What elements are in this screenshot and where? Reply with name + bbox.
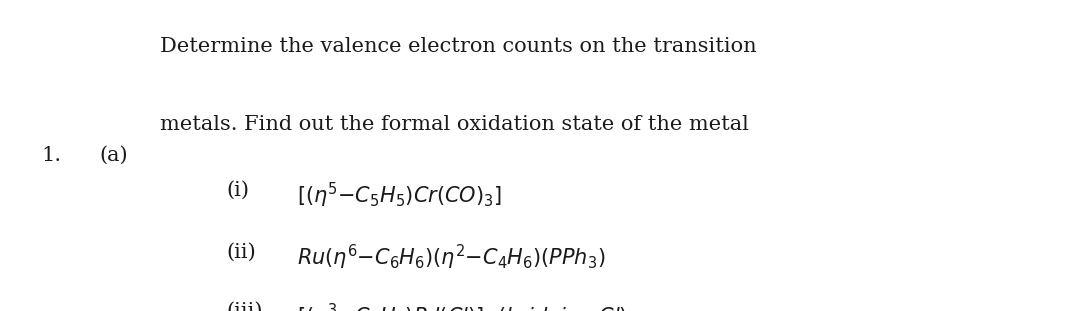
Text: metals. Find out the formal oxidation state of the metal: metals. Find out the formal oxidation st… xyxy=(160,115,748,134)
Text: (i): (i) xyxy=(227,180,249,199)
Text: (a): (a) xyxy=(99,146,129,165)
Text: 1.: 1. xyxy=(41,146,62,165)
Text: Determine the valence electron counts on the transition: Determine the valence electron counts on… xyxy=(160,37,756,56)
Text: (ii): (ii) xyxy=(227,243,257,262)
Text: $Ru(\eta^{6}{-}C_{6}H_{6})(\eta^{2}{-}C_{4}H_{6})(PPh_{3})$: $Ru(\eta^{6}{-}C_{6}H_{6})(\eta^{2}{-}C_… xyxy=(297,243,606,272)
Text: $[(\eta^{3}{-}C_{3}H_{3})Pd(Cl)]_{2}\,(bridging\ Cl)$: $[(\eta^{3}{-}C_{3}H_{3})Pd(Cl)]_{2}\,(b… xyxy=(297,302,627,311)
Text: $[(\eta^{5}{-}C_{5}H_{5})Cr(CO)_{3}]$: $[(\eta^{5}{-}C_{5}H_{5})Cr(CO)_{3}]$ xyxy=(297,180,502,210)
Text: (iii): (iii) xyxy=(227,302,264,311)
